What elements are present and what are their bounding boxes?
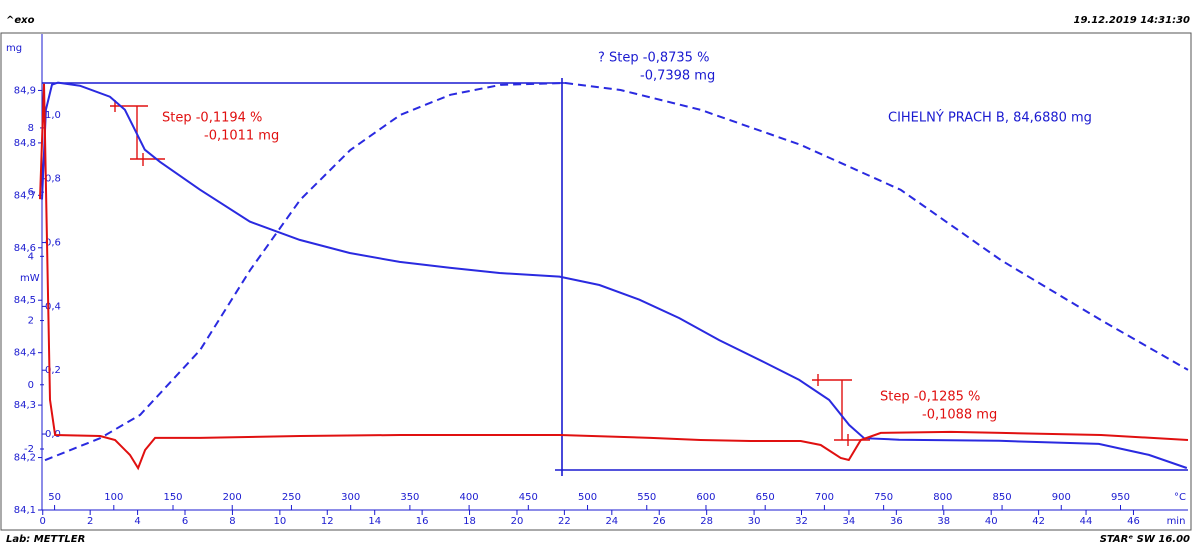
- frame: [0, 32, 1192, 531]
- time-tick-label: 30: [748, 516, 761, 527]
- annotation: -0,1088 mg: [922, 408, 997, 423]
- time-tick-label: 6: [182, 516, 188, 527]
- y2-tick-label: 6: [28, 187, 34, 198]
- y-tick-label: 84,1: [14, 505, 36, 516]
- time-tick-label: 40: [985, 516, 998, 527]
- header-left: ^exo: [6, 15, 35, 26]
- time-tick-label: 36: [890, 516, 903, 527]
- x-tick-label: 250: [282, 492, 301, 503]
- x-tick-label: 700: [815, 492, 834, 503]
- y-tick-label: 84,8: [14, 138, 36, 149]
- x-tick-label: 350: [400, 492, 419, 503]
- x-tick-label: 750: [874, 492, 893, 503]
- y-axis-label: mg: [6, 43, 22, 54]
- y3-tick-label: 0,8: [45, 174, 61, 185]
- time-tick-label: 42: [1032, 516, 1045, 527]
- y3-tick-label: 0,4: [45, 301, 61, 312]
- x-tick-label: 100: [104, 492, 123, 503]
- y-tick-label: 84,2: [14, 453, 36, 464]
- x-tick-label: 950: [1111, 492, 1130, 503]
- time-tick-label: 18: [463, 516, 476, 527]
- y2-tick-label: 0: [28, 380, 34, 391]
- x-tick-label: 550: [637, 492, 656, 503]
- x-tick-label: 600: [696, 492, 715, 503]
- y3-tick-label: 0,0: [45, 429, 61, 440]
- x-tick-label: 150: [163, 492, 182, 503]
- time-axis-label: min: [1167, 516, 1186, 527]
- y2-tick-label: 8: [28, 123, 34, 134]
- x-tick-label: 200: [223, 492, 242, 503]
- time-tick-label: 32: [795, 516, 808, 527]
- footer-left: Lab: METTLER: [6, 534, 85, 545]
- time-tick-label: 22: [558, 516, 571, 527]
- x-tick-label: 850: [993, 492, 1012, 503]
- y-tick-label: 84,9: [14, 85, 36, 96]
- time-tick-label: 28: [700, 516, 713, 527]
- annotation: CIHELNÝ PRACH B, 84,6880 mg: [888, 110, 1092, 126]
- annotation: -0,7398 mg: [640, 69, 715, 84]
- y2-tick-label: 2: [28, 316, 34, 327]
- y-tick-label: 84,3: [14, 400, 36, 411]
- time-tick-label: 2: [87, 516, 93, 527]
- x-tick-label: 300: [341, 492, 360, 503]
- step-brackets: [110, 100, 870, 446]
- annotation: ? Step -0,8735 %: [598, 51, 709, 66]
- x-tick-label: 450: [519, 492, 538, 503]
- time-tick-label: 44: [1080, 516, 1093, 527]
- time-tick-label: 8: [229, 516, 235, 527]
- x-tick-label: 500: [578, 492, 597, 503]
- time-tick-label: 24: [605, 516, 618, 527]
- header-right: 19.12.2019 14:31:30: [1074, 15, 1191, 26]
- x-tick-label: 900: [1052, 492, 1071, 503]
- time-tick-label: 4: [134, 516, 140, 527]
- y3-tick-label: 0,6: [45, 238, 61, 249]
- data-line: [41, 81, 1188, 469]
- x-tick-label: 800: [933, 492, 952, 503]
- y-tick-label: 84,6: [14, 243, 36, 254]
- x-axis-label: °C: [1174, 492, 1186, 503]
- y-tick-label: 84,7: [14, 190, 36, 201]
- time-tick-label: 38: [937, 516, 950, 527]
- annotation: Step -0,1285 %: [880, 390, 980, 405]
- y3-tick-label: 1,0: [45, 110, 61, 121]
- y2-tick-label: 4: [28, 251, 34, 262]
- time-tick-label: 12: [321, 516, 334, 527]
- time-tick-label: 34: [843, 516, 856, 527]
- x-tick-label: 400: [460, 492, 479, 503]
- data-line: [39, 83, 1189, 471]
- footer-right: STARᵉ SW 16.00: [1100, 534, 1190, 545]
- time-tick-label: 14: [368, 516, 381, 527]
- y2-tick-label: -2: [24, 444, 34, 455]
- time-tick-label: 10: [273, 516, 286, 527]
- y3-tick-label: 0,2: [45, 365, 61, 376]
- x-tick-label: 650: [756, 492, 775, 503]
- time-tick-label: 16: [416, 516, 429, 527]
- annotation: Step -0,1194 %: [162, 111, 262, 126]
- time-tick-label: 20: [511, 516, 524, 527]
- x-tick-label: 50: [48, 492, 61, 503]
- time-tick-label: 0: [40, 516, 46, 527]
- data-line: [44, 81, 1189, 462]
- time-tick-label: 46: [1127, 516, 1140, 527]
- time-tick-label: 26: [653, 516, 666, 527]
- y-tick-label: 84,4: [14, 348, 36, 359]
- annotation: -0,1011 mg: [204, 129, 279, 144]
- y2-axis-label: mW: [20, 273, 40, 284]
- y-tick-label: 84,5: [14, 295, 36, 306]
